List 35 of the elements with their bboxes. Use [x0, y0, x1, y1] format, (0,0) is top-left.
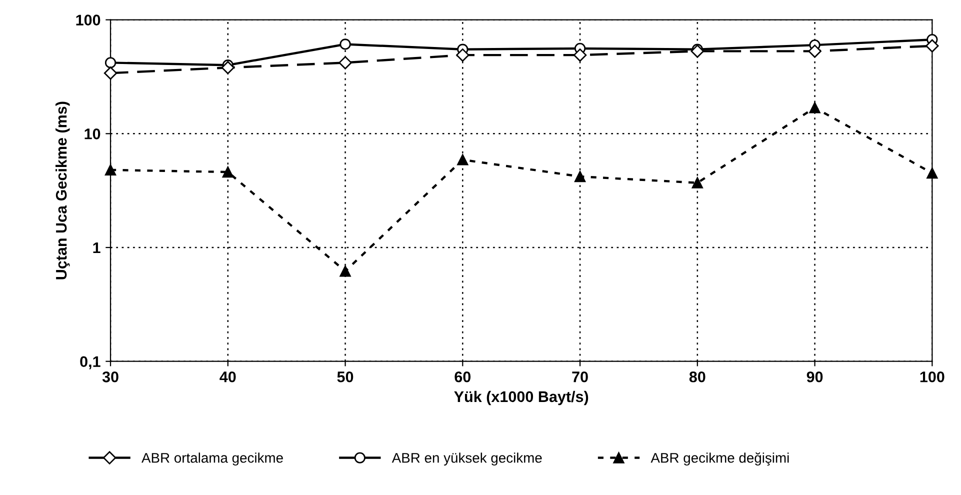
x-tick-label: 70: [572, 371, 588, 382]
point: [104, 164, 116, 176]
legend-label: ABR en yüksek gecikme: [392, 452, 542, 466]
x-tick-label: 90: [806, 371, 823, 382]
point: [340, 266, 351, 277]
point: [926, 168, 938, 179]
legend-label: ABR ortalama gecikme: [142, 452, 283, 466]
point: [926, 39, 939, 52]
y-tick-label: 0,1: [80, 356, 100, 370]
point: [338, 56, 352, 70]
point: [104, 57, 116, 68]
y-tick-label: 100: [76, 14, 100, 26]
point: [809, 102, 820, 114]
legend-label: ABR gecikme değişimi: [650, 452, 789, 466]
y-axis-title: Uçtan Uca Gecikme (ms): [56, 102, 70, 280]
y-tick-label: 10: [84, 128, 100, 140]
point: [573, 48, 587, 62]
point: [690, 44, 704, 58]
x-tick-label: 100: [920, 371, 944, 382]
x-tick-label: 60: [454, 371, 471, 382]
x-tick-label: 30: [102, 371, 118, 382]
x-axis-title: Yük (x1000 Bayt/s): [454, 390, 588, 406]
point: [692, 177, 703, 188]
point: [221, 61, 234, 74]
x-tick-label: 50: [337, 371, 354, 382]
x-tick-label: 40: [220, 371, 236, 382]
x-tick-label: 80: [689, 371, 706, 382]
point: [340, 38, 351, 50]
point: [104, 66, 118, 80]
point: [574, 170, 586, 182]
point: [457, 154, 468, 166]
y-tick-label: 1: [93, 242, 100, 254]
point: [808, 44, 822, 58]
point: [222, 166, 234, 178]
point: [456, 48, 470, 62]
